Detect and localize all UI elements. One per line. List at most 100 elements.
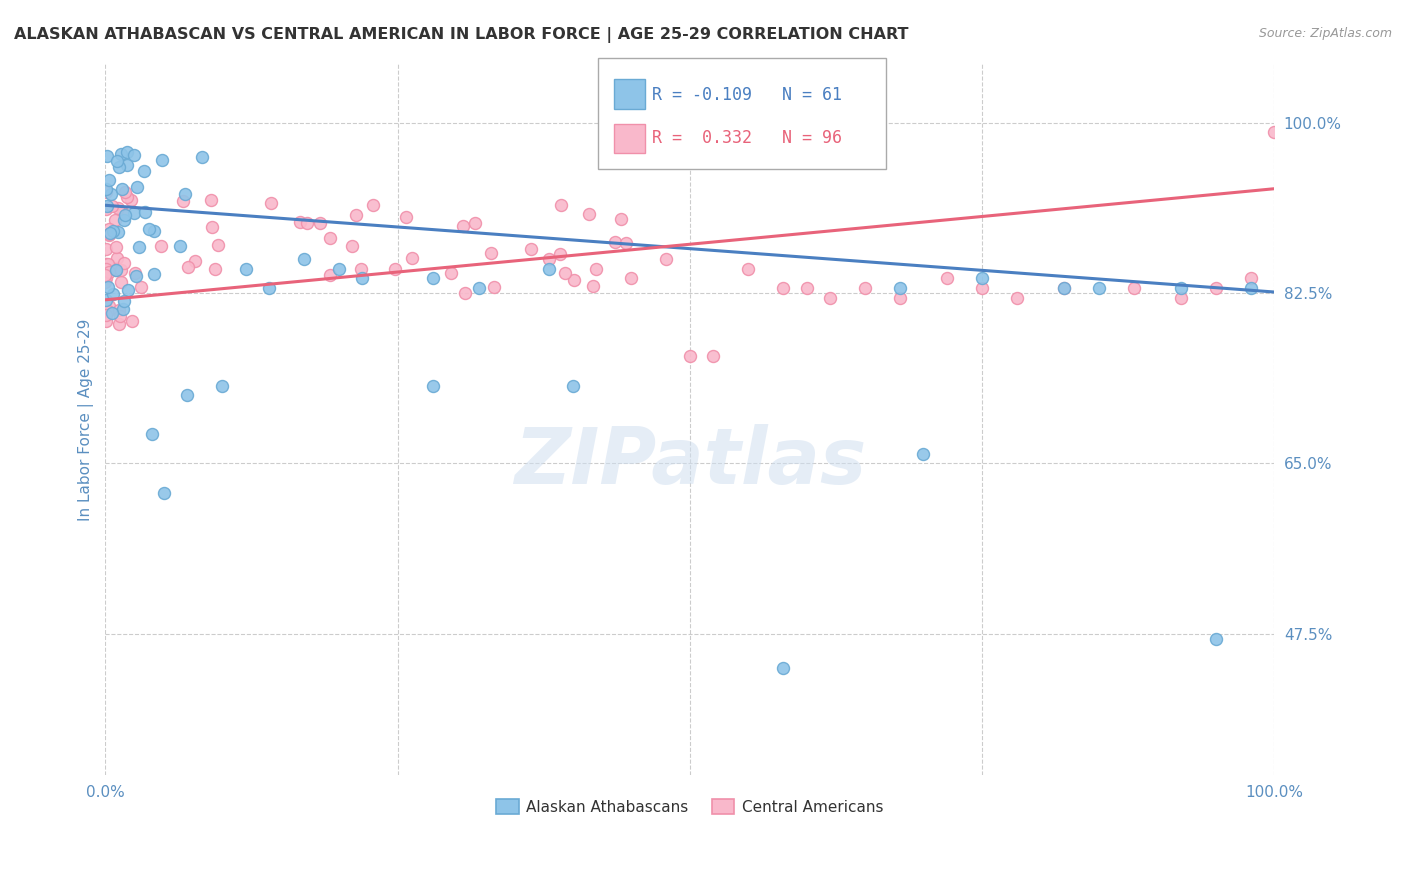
Point xyxy=(96,149,118,163)
Point xyxy=(1240,281,1263,295)
Point xyxy=(96,280,118,294)
Point xyxy=(108,161,131,175)
Point xyxy=(114,208,136,222)
Point xyxy=(538,252,561,266)
Point xyxy=(94,268,117,282)
Point xyxy=(191,150,214,164)
Point xyxy=(1205,281,1227,295)
Point xyxy=(1053,281,1076,295)
Point xyxy=(108,302,131,317)
Point xyxy=(104,240,127,254)
Point xyxy=(94,186,117,200)
Point xyxy=(98,227,121,241)
Point xyxy=(889,291,911,305)
Point xyxy=(200,194,222,208)
Text: ZIPatlas: ZIPatlas xyxy=(513,425,866,500)
Point xyxy=(94,257,117,271)
Point xyxy=(121,314,143,328)
Point xyxy=(94,308,117,322)
Point xyxy=(772,661,794,675)
Point xyxy=(538,261,561,276)
Point xyxy=(98,227,121,242)
Point xyxy=(97,221,120,235)
Point xyxy=(169,239,191,253)
Point xyxy=(935,271,957,285)
Point xyxy=(204,261,226,276)
Point xyxy=(319,268,342,283)
Point xyxy=(153,485,176,500)
Point xyxy=(150,153,173,167)
Point xyxy=(578,207,600,221)
Point xyxy=(422,378,444,392)
Point xyxy=(131,280,153,294)
Point xyxy=(97,303,120,318)
Point xyxy=(149,239,172,253)
Point xyxy=(548,246,571,260)
Point xyxy=(319,230,342,244)
Point xyxy=(912,447,935,461)
Point xyxy=(112,293,135,308)
Point xyxy=(128,240,150,254)
Point xyxy=(440,266,463,280)
Point xyxy=(1053,281,1076,295)
Point xyxy=(112,213,135,227)
Point xyxy=(96,199,118,213)
Point xyxy=(260,195,283,210)
Point xyxy=(235,261,257,276)
Text: Source: ZipAtlas.com: Source: ZipAtlas.com xyxy=(1258,27,1392,40)
Point xyxy=(520,242,543,256)
Point xyxy=(101,224,124,238)
Point xyxy=(384,262,406,277)
Point xyxy=(603,235,626,250)
Point xyxy=(100,187,122,202)
Point xyxy=(104,260,127,275)
Point xyxy=(97,265,120,279)
Point xyxy=(554,266,576,280)
Point xyxy=(124,266,146,280)
Point xyxy=(134,204,156,219)
Point xyxy=(101,306,124,320)
Point xyxy=(295,216,318,230)
Point xyxy=(328,261,350,276)
Point xyxy=(124,206,146,220)
Point xyxy=(468,281,491,295)
Point xyxy=(120,194,142,208)
Point xyxy=(142,268,165,282)
Point xyxy=(361,198,384,212)
Point xyxy=(125,269,148,284)
Point xyxy=(105,251,128,265)
Point xyxy=(344,208,367,222)
Point xyxy=(110,146,132,161)
Point xyxy=(395,210,418,224)
Point xyxy=(141,427,163,442)
Point xyxy=(853,281,876,295)
Point xyxy=(96,182,118,196)
Point xyxy=(107,201,129,215)
Point xyxy=(110,263,132,277)
Point xyxy=(889,281,911,295)
Point xyxy=(127,179,149,194)
Point xyxy=(117,283,139,297)
Point xyxy=(292,252,315,266)
Point xyxy=(94,261,117,276)
Point xyxy=(183,254,205,268)
Point xyxy=(94,276,117,290)
Point xyxy=(94,314,117,328)
Point xyxy=(454,285,477,300)
Point xyxy=(105,153,128,168)
Point xyxy=(132,164,155,178)
Point xyxy=(104,263,127,277)
Point xyxy=(772,281,794,295)
Point xyxy=(257,281,280,295)
Point xyxy=(107,225,129,239)
Point xyxy=(614,235,637,250)
Point xyxy=(482,280,505,294)
Point xyxy=(117,145,139,159)
Legend: Alaskan Athabascans, Central Americans: Alaskan Athabascans, Central Americans xyxy=(489,793,890,821)
Point xyxy=(1005,291,1028,305)
Point xyxy=(97,257,120,271)
Point xyxy=(1087,281,1109,295)
Point xyxy=(101,198,124,212)
Point xyxy=(117,158,139,172)
Point xyxy=(970,271,993,285)
